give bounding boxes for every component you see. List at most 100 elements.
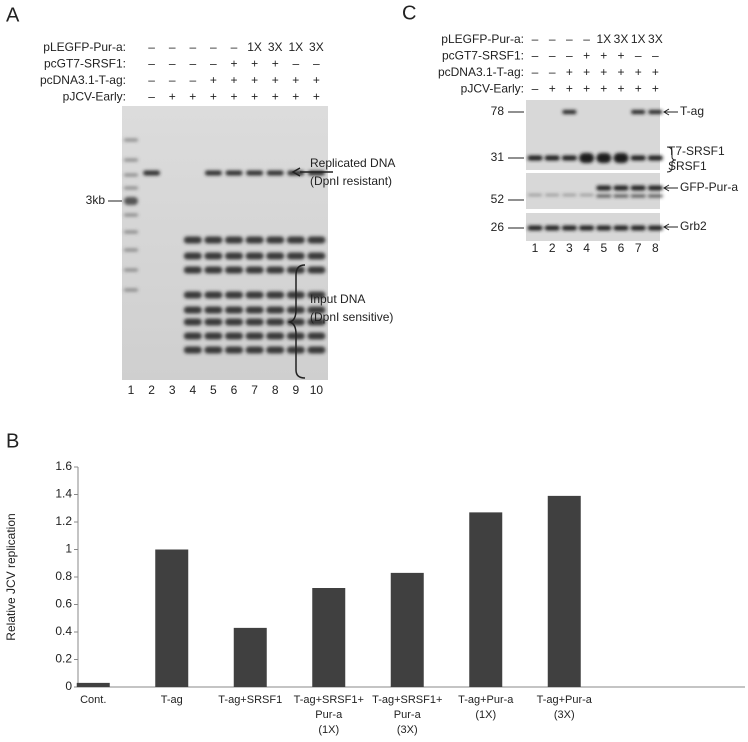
panel-label: C xyxy=(402,2,416,24)
band xyxy=(124,158,138,162)
y-tick-label: 0.4 xyxy=(55,624,72,638)
row-mark: + xyxy=(652,82,659,96)
row-mark: 1X xyxy=(247,40,262,54)
band xyxy=(527,225,543,231)
band xyxy=(245,252,264,260)
row-mark: – xyxy=(313,57,320,71)
band xyxy=(245,318,264,326)
y-tick-label: 0.2 xyxy=(55,652,72,666)
row-mark: – xyxy=(549,32,556,46)
band xyxy=(124,248,138,252)
mw-label: 31 xyxy=(491,150,505,164)
annotation: Input DNA xyxy=(310,292,365,306)
band xyxy=(245,346,264,354)
band xyxy=(528,194,542,196)
band xyxy=(183,236,202,244)
row-mark: – xyxy=(566,32,573,46)
row-label: pLEGFP-Pur-a: xyxy=(43,40,126,54)
band xyxy=(596,185,612,191)
band xyxy=(245,266,264,274)
band xyxy=(245,332,264,340)
annotation: (DpnI resistant) xyxy=(310,174,392,188)
y-tick-label: 1.6 xyxy=(55,459,72,473)
row-mark: + xyxy=(617,82,624,96)
lane-number: 10 xyxy=(310,383,324,397)
band xyxy=(286,318,305,326)
band xyxy=(579,153,595,163)
row-mark: + xyxy=(189,90,196,104)
row-mark: 3X xyxy=(268,40,283,54)
band xyxy=(183,291,202,299)
lane-number: 1 xyxy=(532,241,539,255)
band xyxy=(245,236,264,244)
row-mark: + xyxy=(292,73,299,87)
row-mark: + xyxy=(600,49,607,63)
row-label: pcDNA3.1-T-ag: xyxy=(438,65,524,79)
band xyxy=(124,186,138,190)
x-tick-label: T-ag+Pur-a (1X) xyxy=(458,694,514,721)
band xyxy=(561,225,577,231)
band xyxy=(124,173,138,177)
band xyxy=(561,155,577,161)
band xyxy=(204,318,223,326)
lane-number: 7 xyxy=(635,241,642,255)
row-mark: – xyxy=(148,73,155,87)
row-mark: + xyxy=(230,90,237,104)
row-mark: + xyxy=(617,65,624,79)
y-tick-label: 1.2 xyxy=(55,514,72,528)
band xyxy=(225,346,243,354)
annotation: (DpnI sensitive) xyxy=(310,310,393,324)
band xyxy=(630,155,646,161)
band xyxy=(225,266,243,274)
y-tick-label: 0 xyxy=(65,679,72,693)
band xyxy=(204,266,223,274)
band xyxy=(143,170,161,176)
row-mark: – xyxy=(189,57,196,71)
row-mark: + xyxy=(230,57,237,71)
row-mark: – xyxy=(169,40,176,54)
band xyxy=(562,110,577,114)
row-mark: + xyxy=(313,73,320,87)
band xyxy=(124,288,138,292)
mw-label: 78 xyxy=(491,104,505,118)
lane-number: 4 xyxy=(583,241,590,255)
band xyxy=(124,213,138,217)
band xyxy=(307,252,326,260)
row-mark: 3X xyxy=(614,32,629,46)
band xyxy=(545,194,560,196)
bar xyxy=(547,495,581,687)
band xyxy=(647,194,663,198)
band xyxy=(225,318,243,326)
row-mark: 1X xyxy=(596,32,611,46)
band xyxy=(544,225,560,231)
band xyxy=(631,110,646,114)
row-mark: + xyxy=(251,57,258,71)
arrow-head xyxy=(663,108,670,116)
x-tick-label: T-ag+SRSF1 xyxy=(218,694,283,706)
band xyxy=(630,225,646,231)
lane-number: 3 xyxy=(566,241,573,255)
band xyxy=(579,225,595,231)
band xyxy=(307,306,326,314)
band-label: GFP-Pur-a xyxy=(680,180,738,194)
y-tick-label: 1 xyxy=(65,542,72,556)
band xyxy=(266,332,285,340)
band-label: SRSF1 xyxy=(668,159,707,173)
annotation: Replicated DNA xyxy=(310,156,395,170)
row-mark: + xyxy=(272,73,279,87)
marker-label: 3kb xyxy=(86,193,106,207)
band xyxy=(183,346,202,354)
bar xyxy=(76,682,110,687)
band xyxy=(286,252,305,260)
band xyxy=(204,236,223,244)
band xyxy=(183,332,202,340)
x-tick-label: T-ag+Pur-a (3X) xyxy=(536,694,592,721)
y-tick-label: 1.4 xyxy=(55,487,72,501)
band xyxy=(204,306,223,314)
band xyxy=(124,197,138,205)
band-label: T-ag xyxy=(680,104,704,118)
band xyxy=(307,332,326,340)
row-mark: + xyxy=(566,65,573,79)
blot xyxy=(526,173,660,209)
